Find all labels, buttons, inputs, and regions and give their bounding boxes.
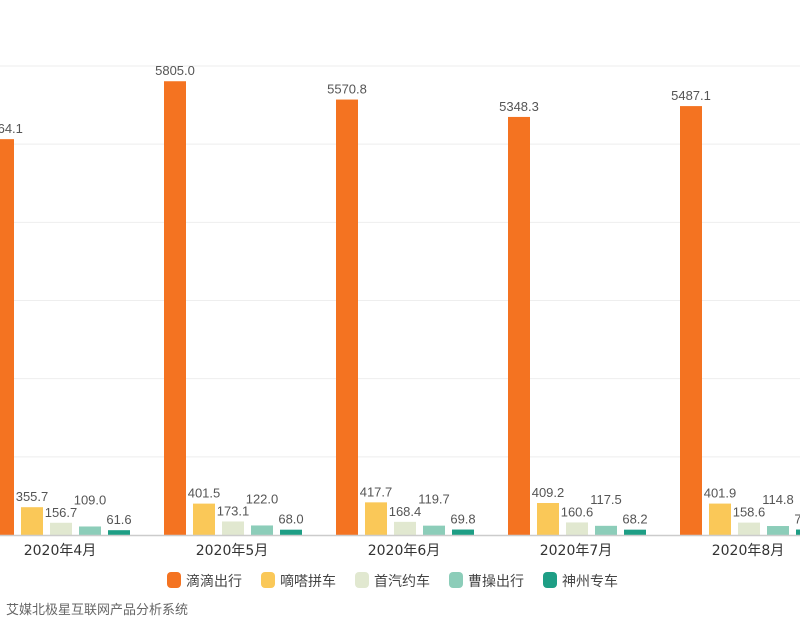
bar [108,530,130,535]
data-label: 69.8 [450,512,475,527]
bar [537,503,559,535]
legend-label: 首汽约车 [374,573,430,590]
data-label: 355.7 [16,489,49,504]
data-label: 160.6 [561,504,594,519]
x-tick-label: 2020年4月 [24,543,97,559]
data-label: 117.5 [590,492,622,507]
x-tick-label: 2020年7月 [540,543,613,559]
x-tick-label: 2020年5月 [196,543,269,559]
data-label: 158.6 [733,505,766,520]
data-label: 122.0 [246,491,279,506]
legend-label: 滴滴出行 [186,573,242,590]
bar [508,116,530,535]
data-label: 109.0 [74,492,107,507]
data-label: 401.9 [704,486,737,501]
legend-swatch [543,572,557,588]
source-text: 艾媒北极星互联网产品分析系统 [6,603,188,618]
data-label: 5487.1 [671,88,711,103]
x-tick-label: 2020年8月 [712,543,785,559]
bar [394,521,416,535]
bar [280,529,302,535]
legend-item[interactable]: 神州专车 [543,572,618,590]
bar [709,503,731,535]
gridlines [0,65,800,458]
bar [680,106,702,536]
bar [796,529,800,535]
bar [738,522,760,535]
data-label: 5348.3 [499,99,539,114]
bar [566,522,588,535]
legend-item[interactable]: 首汽约车 [355,572,430,590]
legend-label: 神州专车 [562,573,618,590]
bar [251,525,273,535]
legend-swatch [449,572,463,588]
data-label: 5805.0 [155,63,195,78]
bar [0,139,14,535]
legend-swatch [261,572,275,588]
data-label: 70.0 [794,512,800,527]
bar [365,502,387,535]
legend-item[interactable]: 滴滴出行 [167,572,242,590]
bar [50,522,72,535]
data-label: 173.1 [217,503,250,518]
bar [336,99,358,535]
data-label: 61.6 [106,512,131,527]
legend-swatch [355,572,369,588]
x-tick-labels: 2020年4月 2020年5月 2020年6月 2020年7月 2020年8月 [24,543,785,559]
data-label: 114.8 [762,492,794,507]
legend-label: 嘀嗒拼车 [280,573,336,590]
data-label: 409.2 [532,485,565,500]
bar [222,521,244,535]
data-label: 168.4 [389,504,422,519]
data-label: 5570.8 [327,82,367,97]
legend-label: 曹操出行 [468,574,524,590]
bar [452,529,474,535]
legend: 滴滴出行 嘀嗒拼车 首汽约车 曹操出行 神州专车 [167,572,618,590]
bar [423,525,445,535]
data-label: 68.2 [622,512,647,527]
bar [595,525,617,535]
data-label: 68.0 [278,512,303,527]
bar [624,529,646,535]
data-label: 119.7 [418,492,450,507]
bar [767,526,789,535]
bar [193,503,215,535]
bar [21,507,43,535]
legend-item[interactable]: 曹操出行 [449,572,524,590]
data-label: 5064.1 [0,121,23,136]
legend-swatch [167,572,181,588]
data-label: 401.5 [188,486,221,501]
data-label: 417.7 [360,484,393,499]
data-label: 156.7 [45,505,78,520]
bar [79,526,101,535]
bar [164,81,186,536]
legend-item[interactable]: 嘀嗒拼车 [261,572,336,590]
x-tick-label: 2020年6月 [368,543,441,559]
